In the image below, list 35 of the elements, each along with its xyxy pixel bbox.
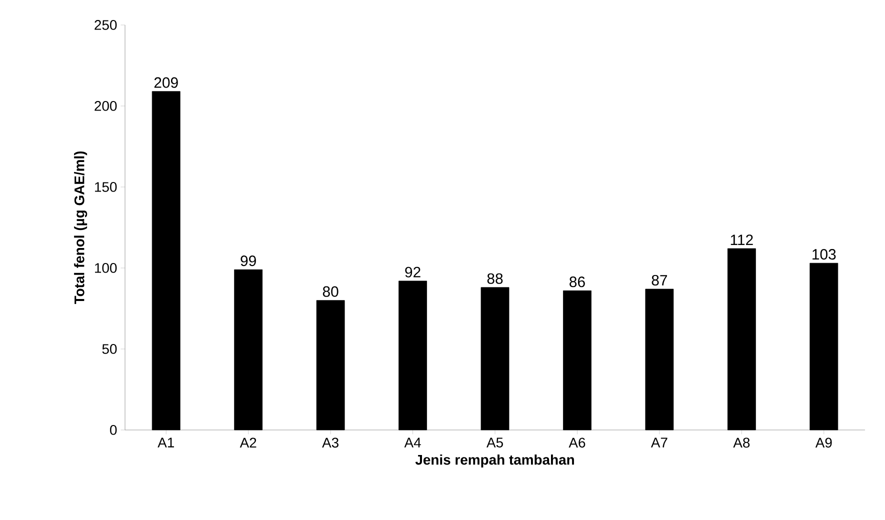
- data-label: 86: [570, 276, 585, 288]
- y-tick-label: 250: [94, 20, 117, 30]
- x-tick-label: A6: [568, 438, 586, 448]
- bar: [398, 280, 427, 430]
- x-tick-label: A7: [650, 438, 668, 448]
- bar: [810, 262, 838, 430]
- y-tick-label: 0: [110, 425, 117, 435]
- bar: [727, 248, 756, 430]
- x-tick-label: A1: [158, 438, 174, 448]
- data-label: 92: [405, 266, 420, 278]
- data-label: 88: [487, 273, 503, 284]
- x-tick-label: A8: [733, 438, 750, 448]
- x-tick-label: A5: [486, 438, 503, 448]
- bar: [645, 288, 674, 430]
- data-label: 209: [154, 77, 178, 88]
- y-tick-label: 100: [95, 263, 117, 273]
- y-tick-label: 200: [94, 101, 117, 111]
- y-tick-label: 50: [102, 344, 117, 354]
- bar: [234, 269, 263, 430]
- data-label: 80: [322, 286, 338, 297]
- bar: [563, 290, 592, 430]
- bar: [152, 91, 180, 430]
- x-tick-label: A3: [322, 438, 338, 448]
- data-label: 112: [730, 234, 753, 246]
- x-tick-label: A2: [240, 438, 256, 448]
- x-tick-label: A4: [404, 438, 421, 448]
- y-tick-label: 150: [95, 182, 117, 192]
- x-axis-title: Jenis rempah tambahan: [415, 454, 574, 468]
- bar: [480, 287, 510, 430]
- bar: [316, 300, 345, 430]
- data-label: 87: [652, 274, 668, 286]
- y-axis-title: Total fenol (µg GAE/ml): [74, 151, 88, 304]
- data-label: 103: [812, 249, 836, 260]
- data-label: 99: [240, 256, 256, 266]
- x-tick-label: A9: [815, 438, 832, 448]
